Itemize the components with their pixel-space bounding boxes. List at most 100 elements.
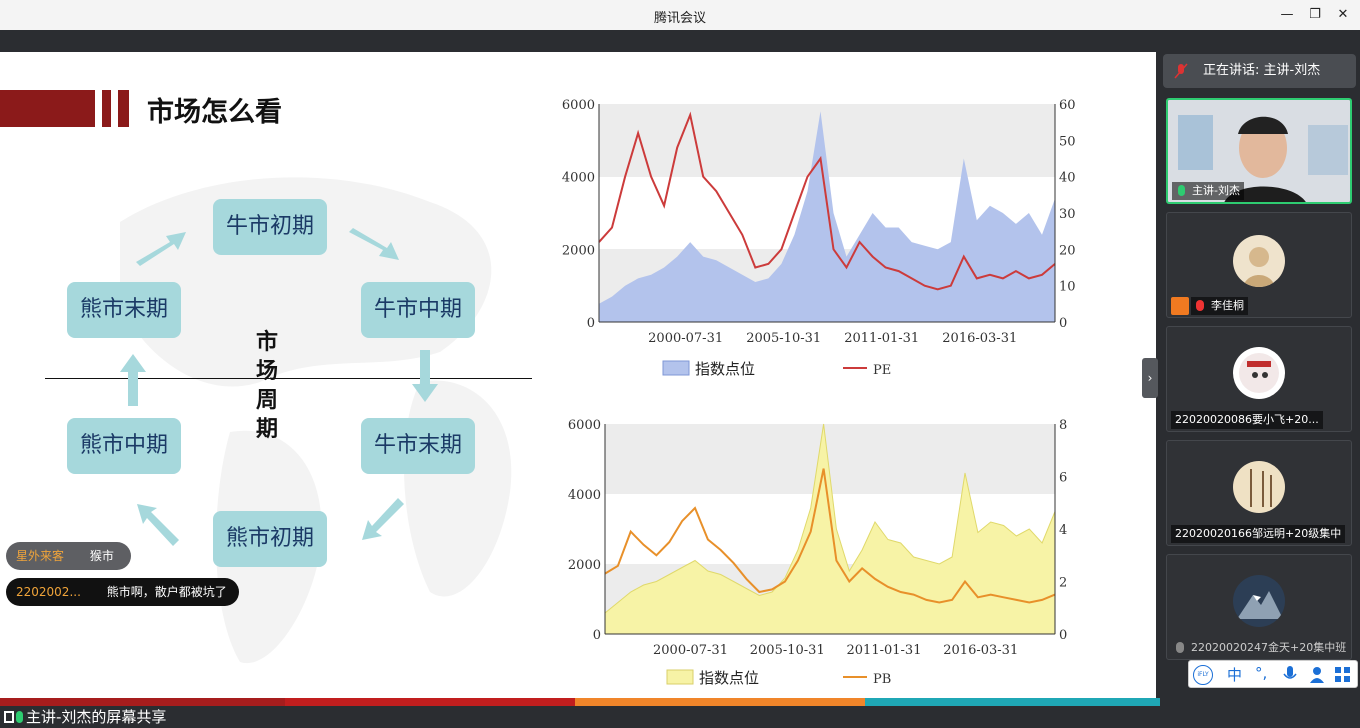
- cycle-bear-early: 熊市初期: [213, 511, 327, 567]
- chat-bubble-2: 2202002... 熊市啊，散户都被坑了: [6, 578, 239, 606]
- chat-user-2: 2202002...: [16, 585, 81, 599]
- stripe-red2: [285, 698, 575, 706]
- chart-index-pb: 0 2000 4000 6000 0 2 4 6 8 2000-07-31 2005-10-31 20…: [568, 418, 1067, 687]
- cycle-bear-late: 熊市末期: [67, 282, 181, 338]
- avatar: [1233, 347, 1285, 399]
- y-left-tick-label: 0: [587, 316, 595, 331]
- avatar: [1233, 575, 1285, 627]
- y-right-tick-label: 2: [1059, 576, 1067, 591]
- title-bar-decoration: [0, 90, 95, 127]
- x-tick-label: 2005-10-31: [746, 331, 821, 346]
- restore-icon[interactable]: ❐: [1309, 7, 1321, 22]
- x-tick-label: 2016-03-31: [942, 331, 1017, 346]
- participant-tile-5[interactable]: 22020020247金天+20集中班: [1166, 554, 1352, 660]
- chart1-index-area: [599, 111, 1055, 322]
- arrow-down-left: [362, 498, 404, 540]
- participant-name-3: 22020020086要小飞+20...: [1171, 411, 1323, 429]
- screen-share-label: 主讲-刘杰的屏幕共享: [0, 706, 166, 728]
- chart1-legend-index: 指数点位: [695, 360, 755, 378]
- x-tick-label: 2011-01-31: [847, 643, 922, 658]
- y-left-tick-label: 6000: [568, 418, 601, 433]
- cycle-bull-late: 牛市末期: [361, 418, 475, 474]
- y-left-tick-label: 0: [593, 628, 601, 643]
- x-tick-label: 2011-01-31: [844, 331, 919, 346]
- cycle-bear-mid: 熊市中期: [67, 418, 181, 474]
- mic-muted-icon: [1174, 63, 1188, 79]
- y-right-tick-label: 20: [1059, 243, 1075, 258]
- chart1-pe-line: [598, 111, 1056, 291]
- y-right-tick-label: 4: [1059, 523, 1067, 538]
- share-screen-icon: [4, 711, 14, 723]
- participant-name-4: 22020020166邹远明+20级集中: [1171, 525, 1346, 543]
- speaking-text: 正在讲话: 主讲-刘杰: [1203, 63, 1321, 78]
- meeting-top-strip: [0, 30, 1160, 52]
- world-map-background: [120, 177, 512, 664]
- x-tick-label: 2016-03-31: [943, 643, 1018, 658]
- arrow-up: [120, 354, 146, 406]
- x-tick-label: 2000-07-31: [648, 331, 723, 346]
- mic-muted-icon: [1176, 642, 1184, 653]
- stripe-teal: [865, 698, 1160, 706]
- y-left-tick-label: 2000: [568, 558, 601, 573]
- y-right-tick-label: 60: [1059, 98, 1075, 113]
- title-bar: 腾讯会议 — ❐ ✕: [0, 0, 1360, 30]
- mic-muted-icon: [1196, 300, 1204, 311]
- participant-tile-3[interactable]: 22020020086要小飞+20...: [1166, 326, 1352, 432]
- divider-line: [45, 378, 532, 379]
- x-tick-label: 2005-10-31: [750, 643, 825, 658]
- cycle-bull-mid: 牛市中期: [361, 282, 475, 338]
- chart2-legend-pb: PB: [873, 672, 891, 687]
- cycle-bull-early: 牛市初期: [213, 199, 327, 255]
- y-right-tick-label: 50: [1059, 134, 1075, 149]
- avatar: [1233, 461, 1285, 513]
- chat-text-2: 熊市啊，散户都被坑了: [106, 585, 227, 599]
- y-right-tick-label: 0: [1059, 316, 1067, 331]
- participant-tile-4[interactable]: 22020020166邹远明+20级集中: [1166, 440, 1352, 546]
- ime-voice-icon[interactable]: [1283, 666, 1297, 684]
- arrow-up-left: [137, 504, 179, 546]
- chart1-legend-index-swatch: [662, 360, 690, 376]
- participant-tile-2[interactable]: 李佳桐: [1166, 212, 1352, 318]
- slide-title: 市场怎么看: [147, 97, 282, 128]
- close-icon[interactable]: ✕: [1337, 7, 1349, 22]
- ime-grid-icon[interactable]: [1335, 667, 1351, 683]
- participant-name-5: 22020020247金天+20集中班: [1171, 639, 1350, 657]
- chart2-pb-line: [604, 468, 1056, 604]
- mic-on-icon: [16, 711, 23, 723]
- chat-text-1: 猴市: [89, 549, 114, 563]
- participant-name-1: 主讲-刘杰: [1172, 182, 1244, 200]
- arrow-down-right: [349, 228, 399, 260]
- y-left-tick-label: 6000: [562, 98, 595, 113]
- x-tick-label: 2000-07-31: [653, 643, 728, 658]
- y-right-tick-label: 8: [1059, 418, 1067, 433]
- window-title: 腾讯会议: [653, 11, 706, 26]
- speaking-indicator: 正在讲话: 主讲-刘杰: [1163, 54, 1356, 88]
- y-right-tick-label: 10: [1059, 280, 1075, 295]
- y-left-tick-label: 2000: [562, 243, 595, 258]
- chart2-legend-index-swatch: [666, 669, 694, 685]
- avatar: [1233, 235, 1285, 287]
- ime-chinese-mode[interactable]: 中: [1227, 666, 1243, 684]
- arrow-down: [412, 350, 438, 402]
- y-right-tick-label: 40: [1059, 171, 1075, 186]
- chat-user-1: 星外来客: [16, 549, 65, 563]
- y-right-tick-label: 6: [1059, 471, 1067, 486]
- bottom-bar: 主讲-刘杰的屏幕共享: [0, 698, 1160, 728]
- chart2-index-area: [604, 423, 1056, 635]
- minimize-icon[interactable]: —: [1280, 7, 1294, 22]
- y-right-tick-label: 30: [1059, 207, 1075, 222]
- title-stripe-1: [102, 90, 111, 127]
- cycle-center-label: 市场周期: [256, 330, 279, 442]
- ime-punctuation-mode[interactable]: °,: [1255, 664, 1268, 682]
- participant-tile-1[interactable]: 主讲-刘杰: [1166, 98, 1352, 204]
- ifly-logo-icon[interactable]: iFLY: [1193, 665, 1213, 685]
- share-label-text: 主讲-刘杰的屏幕共享: [26, 708, 167, 726]
- chart2-legend-index: 指数点位: [699, 669, 759, 687]
- y-left-tick-label: 4000: [562, 171, 595, 186]
- ime-user-icon[interactable]: [1309, 666, 1325, 684]
- stripe-orange: [575, 698, 865, 706]
- sidebar-collapse-handle[interactable]: ›: [1142, 358, 1158, 398]
- ime-toolbar: iFLY 中 °,: [1188, 660, 1358, 688]
- host-badge-icon: [1171, 297, 1189, 315]
- stripe-red: [0, 698, 285, 706]
